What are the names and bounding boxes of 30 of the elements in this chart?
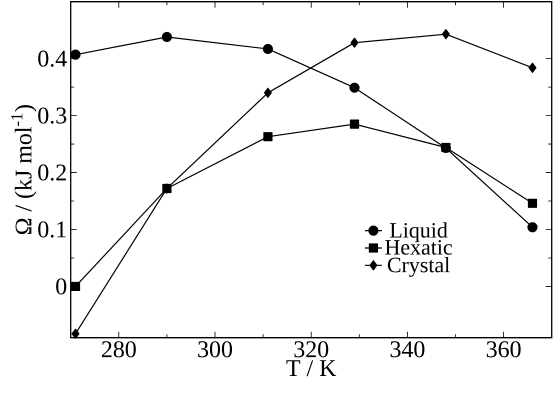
point: [70, 282, 80, 292]
y-tick-label: 0.3: [38, 107, 66, 124]
point: [441, 142, 450, 152]
point: [162, 32, 172, 42]
x-tick-label: 300: [198, 341, 232, 358]
point: [72, 328, 80, 339]
point: [70, 50, 81, 60]
point: [528, 62, 536, 73]
legend-label: Liquid: [390, 222, 448, 242]
point: [350, 120, 360, 129]
point: [442, 29, 450, 40]
y-tick-label: 0.4: [38, 50, 67, 67]
y-tick-label: 0.1: [38, 221, 66, 238]
point: [528, 198, 538, 208]
y-tick-label: 0.2: [38, 164, 66, 181]
x-tick-label: 320: [294, 341, 328, 358]
point: [527, 222, 538, 232]
point: [262, 44, 274, 54]
x-tick-label: 360: [486, 341, 521, 358]
x-tick-label: 280: [102, 341, 136, 358]
point: [350, 38, 358, 48]
legend-label: Crystal: [388, 256, 450, 277]
x-axis-title: T / K: [286, 360, 336, 376]
point: [349, 82, 360, 93]
point: [264, 88, 272, 98]
legend-label: Hexatic: [385, 240, 452, 255]
point: [263, 132, 273, 142]
y-tick-label: 0: [56, 278, 66, 295]
x-tick-label: 340: [390, 341, 424, 358]
y-axis-title: Ω / (kJ mol$^{-1}$): [11, 105, 36, 234]
